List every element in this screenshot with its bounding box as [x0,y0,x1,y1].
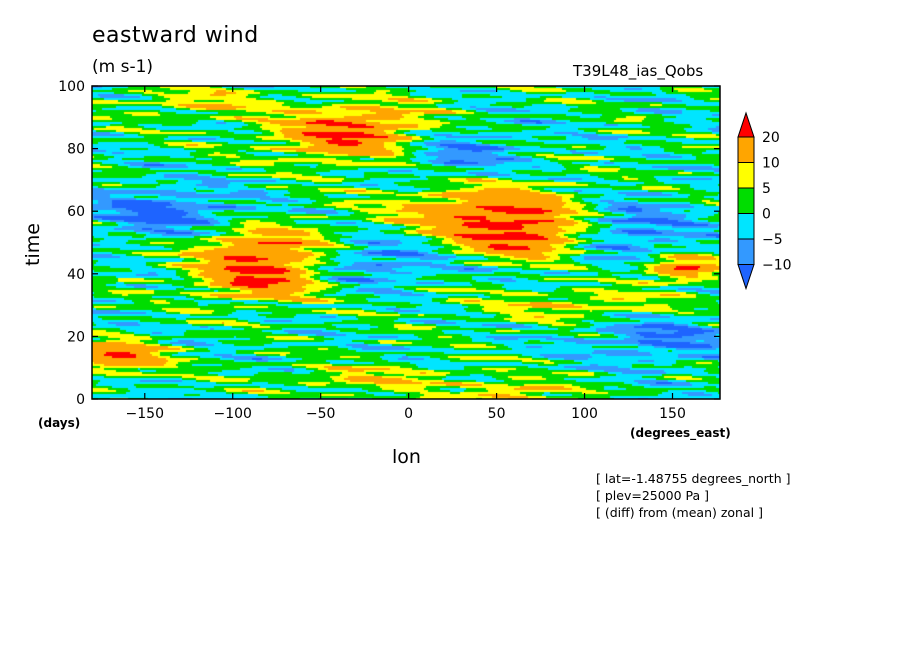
y-tick-label: 20 [67,329,85,345]
colorbar-label: 20 [762,130,780,146]
colorbar-label: 5 [762,181,771,197]
colorbar-segment [737,162,755,189]
note-pressure-level: [ plev=25000 Pa ] [596,488,710,503]
x-axis-label: lon [392,446,421,468]
note-zonal-diff: [ (diff) from (mean) zonal ] [596,505,763,520]
colorbar-label: −10 [762,258,792,274]
colorbar-segment [737,213,755,240]
colorbar-extend-min [737,264,755,291]
y-axis-units: (days) [38,416,81,430]
plot-frame [91,85,721,400]
x-tick-label: −50 [306,406,336,422]
colorbar-segment [737,238,755,265]
chart-units: (m s-1) [92,57,154,77]
run-label: T39L48_ias_Qobs [573,62,704,80]
x-tick-label: −100 [214,406,252,422]
y-tick-label: 80 [67,142,85,158]
axis-ticks: −150 −100 −50 0 50 100 150 0 20 40 60 80 100 [58,79,720,422]
y-tick-label: 0 [76,392,85,408]
contour-field [92,86,720,399]
contour-raster [92,86,720,399]
colorbar-segment [737,136,755,163]
colorbar-label: 10 [762,156,780,172]
colorbar-label: −5 [762,232,783,248]
x-axis-units: (degrees_east) [630,426,731,440]
y-axis-label: time [22,223,44,266]
x-tick-label: 0 [404,406,413,422]
y-tick-label: 40 [67,267,85,283]
chart-title: eastward wind [92,23,259,48]
colorbar-extend-max [737,111,755,138]
colorbar-segment [737,187,755,214]
y-tick-label: 100 [58,79,85,95]
x-tick-label: 100 [571,406,598,422]
x-tick-label: −150 [126,406,164,422]
y-tick-label: 60 [67,204,85,220]
note-latitude: [ lat=-1.48755 degrees_north ] [596,471,791,486]
colorbar: 20 10 5 0 −5 −10 [737,111,792,291]
x-tick-label: 50 [488,406,506,422]
x-tick-label: 150 [659,406,686,422]
plot-notes: [ lat=-1.48755 degrees_north ] [ plev=25… [596,470,790,521]
colorbar-label: 0 [762,207,771,223]
